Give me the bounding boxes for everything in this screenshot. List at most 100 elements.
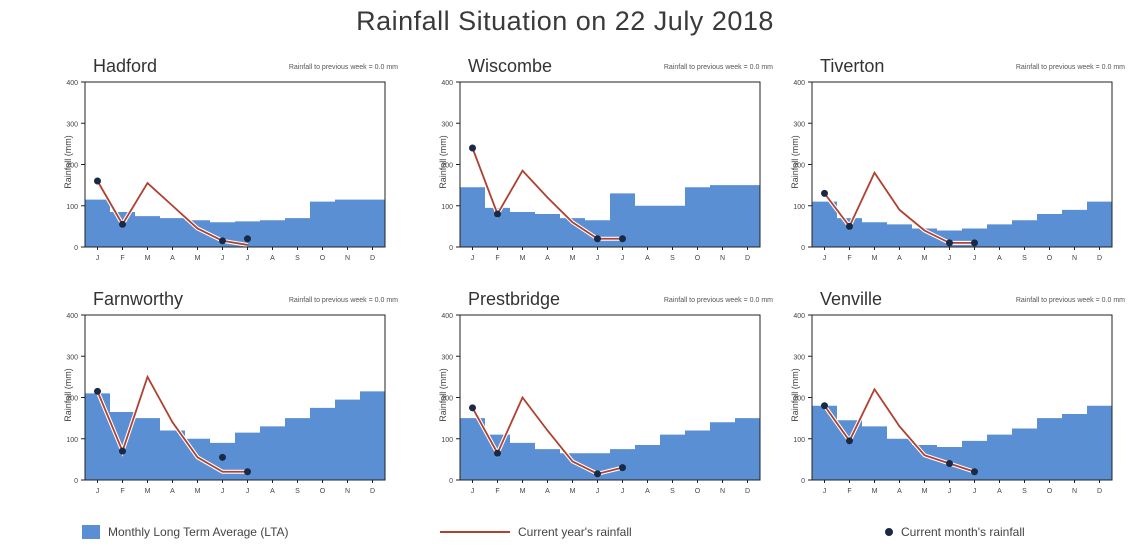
x-tick-label: J [823,488,827,495]
x-tick-label: S [295,488,300,495]
current-point [119,220,126,228]
x-tick-label: A [170,255,175,262]
x-tick-label: F [847,488,851,495]
current-point [594,235,601,243]
y-tick-label: 300 [441,354,453,361]
x-tick-label: D [370,488,375,495]
y-tick-label: 200 [66,396,78,403]
chart-panel-venville: Venville Rainfall to previous week = 0.0… [782,289,1127,515]
y-tick-label: 200 [441,163,453,170]
legend-label-current: Current month's rainfall [901,525,1025,539]
x-tick-label: O [320,255,326,262]
y-tick-label: 400 [66,313,78,320]
station-note: Rainfall to previous week = 0.0 mm [1015,297,1125,304]
x-tick-label: M [195,488,201,495]
y-tick-label: 300 [441,121,453,128]
y-tick-label: 400 [793,80,805,87]
current-point [244,468,251,476]
y-tick-label: 0 [801,478,805,485]
legend-item-lta: Monthly Long Term Average (LTA) [82,525,289,539]
current-point [619,235,626,243]
x-tick-label: O [320,488,326,495]
current-point [846,222,853,230]
station-note: Rainfall to previous week = 0.0 mm [288,64,398,71]
y-tick-label: 300 [793,354,805,361]
y-tick-label: 200 [793,396,805,403]
station-name: Farnworthy [93,289,184,309]
x-tick-label: A [270,488,275,495]
x-tick-label: A [645,255,650,262]
current-point [494,210,501,218]
x-tick-label: J [221,255,225,262]
y-tick-label: 0 [449,245,453,252]
x-tick-label: J [973,255,977,262]
station-note: Rainfall to previous week = 0.0 mm [1015,64,1125,71]
chart-svg: 0 100 200 300 400 J F M A M J J A S O N D [66,80,386,262]
y-tick-label: 100 [793,437,805,444]
x-tick-label: N [720,255,725,262]
chart-svg: 0 100 200 300 400 J F M A M J J A S O N D [793,313,1113,495]
station-note: Rainfall to previous week = 0.0 mm [663,297,773,304]
chart-panel-hadford: Hadford Rainfall to previous week = 0.0 … [55,56,400,282]
legend-label-lta: Monthly Long Term Average (LTA) [108,525,289,539]
x-tick-label: O [1047,255,1053,262]
x-tick-label: A [997,488,1002,495]
chart-panel-farnworthy: Farnworthy Rainfall to previous week = 0… [55,289,400,515]
x-tick-label: M [570,488,576,495]
current-point [946,239,953,247]
x-tick-label: M [922,255,928,262]
x-tick-label: N [720,488,725,495]
x-tick-label: M [570,255,576,262]
x-tick-label: D [745,488,750,495]
current-point [971,468,978,476]
current-point [469,144,476,152]
chart-panel-prestbridge: Prestbridge Rainfall to previous week = … [430,289,775,515]
current-point [469,404,476,412]
x-tick-label: M [145,488,151,495]
chart-panel-tiverton: Tiverton Rainfall to previous week = 0.0… [782,56,1127,282]
x-tick-label: J [948,255,952,262]
x-tick-label: S [670,255,675,262]
y-tick-label: 300 [66,121,78,128]
current-point [846,437,853,445]
station-note: Rainfall to previous week = 0.0 mm [288,297,398,304]
x-tick-label: J [596,255,600,262]
x-tick-label: J [973,488,977,495]
lta-area [460,418,760,480]
y-tick-label: 0 [74,245,78,252]
x-tick-label: M [520,255,526,262]
x-tick-label: O [1047,488,1053,495]
y-tick-label: 300 [66,354,78,361]
lta-area [460,185,760,247]
current-point [494,449,501,457]
station-name: Wiscombe [468,56,553,76]
y-tick-label: 200 [441,396,453,403]
legend-item-current: Current month's rainfall [885,525,1025,539]
x-tick-label: M [922,488,928,495]
y-tick-label: 300 [793,121,805,128]
chart-svg: 0 100 200 300 400 J F M A M J J A S O N D [66,313,386,495]
y-tick-label: 400 [66,80,78,87]
y-tick-label: 100 [441,437,453,444]
x-tick-label: A [897,488,902,495]
chart-panel-wiscombe: Wiscombe Rainfall to previous week = 0.0… [430,56,775,282]
current-point [219,453,226,461]
x-tick-label: S [1022,255,1027,262]
x-tick-label: J [246,488,250,495]
x-tick-label: A [270,255,275,262]
x-tick-label: J [96,255,100,262]
y-tick-label: 400 [441,313,453,320]
y-tick-label: 0 [74,478,78,485]
current-point [619,464,626,472]
x-tick-label: J [471,255,475,262]
x-tick-label: J [221,488,225,495]
y-tick-label: 100 [441,204,453,211]
x-tick-label: D [1097,488,1102,495]
x-tick-label: D [745,255,750,262]
lta-area [812,201,1112,247]
x-tick-label: F [120,255,124,262]
x-tick-label: A [545,488,550,495]
x-tick-label: N [345,488,350,495]
y-tick-label: 100 [66,437,78,444]
x-tick-label: M [195,255,201,262]
